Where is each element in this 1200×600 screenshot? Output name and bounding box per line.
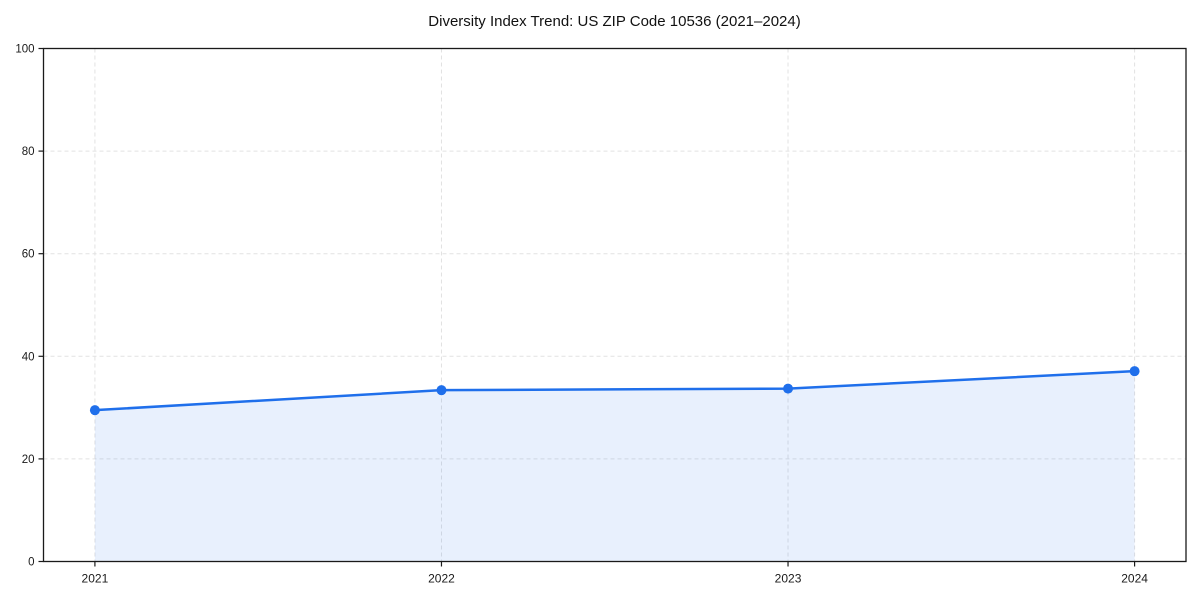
trend-line bbox=[93, 369, 1136, 412]
x-tick-label: 2024 bbox=[1121, 572, 1148, 586]
axis-ticks bbox=[38, 47, 1136, 567]
data-point-2022 bbox=[436, 385, 447, 396]
x-tick-label: 2021 bbox=[82, 572, 109, 586]
y-tick-label: 20 bbox=[22, 454, 35, 466]
x-tick-label: 2023 bbox=[775, 572, 802, 586]
y-tick-label: 0 bbox=[28, 557, 34, 569]
chart-title: Diversity Index Trend: US ZIP Code 10536… bbox=[428, 13, 801, 30]
y-tick-label: 60 bbox=[22, 249, 35, 261]
area-fill bbox=[94, 371, 1135, 562]
data-point-2021 bbox=[89, 405, 100, 416]
data-point-2023 bbox=[783, 383, 794, 394]
y-tick-label: 80 bbox=[22, 146, 35, 158]
axis-frame bbox=[42, 47, 1187, 563]
x-tick-label: 2022 bbox=[428, 572, 455, 586]
y-tick-label: 40 bbox=[22, 351, 35, 363]
data-point-2024 bbox=[1129, 366, 1140, 377]
axis-tick-labels: 0 20 40 60 80 100 2021 2022 2023 2024 bbox=[15, 44, 1148, 586]
y-tick-label: 100 bbox=[15, 44, 34, 56]
